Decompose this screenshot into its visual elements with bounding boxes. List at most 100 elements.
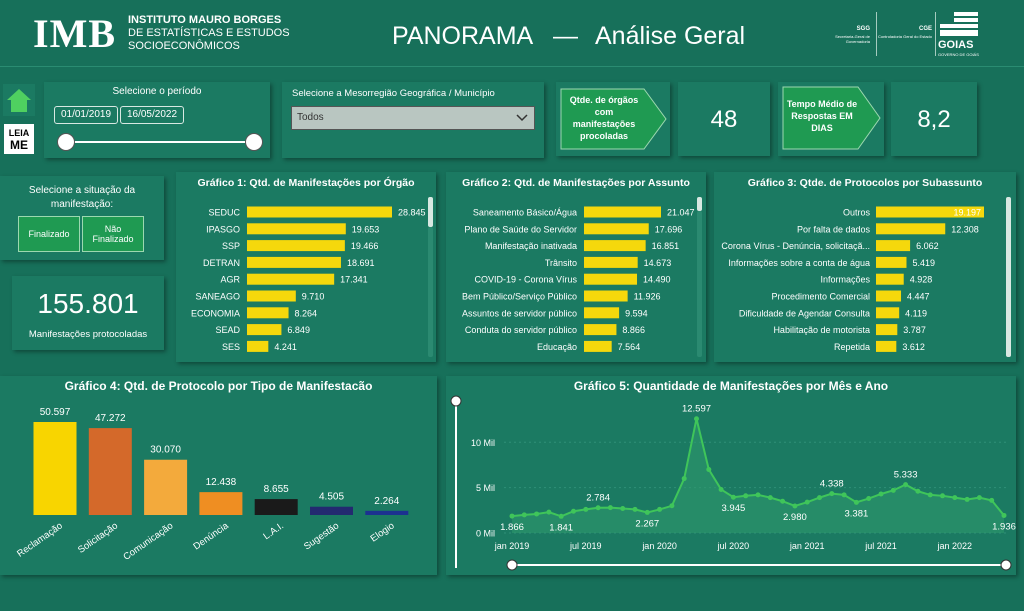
value-label: 3.381: [845, 508, 869, 519]
read-me-button[interactable]: LEIA ME: [4, 124, 34, 154]
value-label: 2.980: [783, 512, 807, 523]
bar: [310, 506, 353, 515]
value-label: 30.070: [150, 445, 181, 456]
status-button[interactable]: Finalizado: [18, 216, 80, 252]
point: [657, 506, 663, 512]
point: [964, 496, 970, 502]
point: [817, 495, 822, 501]
kpi-card: 48: [678, 82, 770, 156]
value-label: 8.866: [622, 325, 645, 335]
scrollbar[interactable]: [1006, 197, 1011, 357]
scrollbar-track: [697, 211, 702, 357]
value-label: 14.490: [643, 275, 671, 285]
value-label: 2.267: [635, 518, 659, 529]
value-label: 8.264: [295, 308, 318, 318]
category-label: Dificuldade de Agendar Consulta: [739, 308, 870, 318]
partner-abbr: GOIAS: [938, 39, 974, 51]
filter-label: Selecione a situação da manifestação:: [28, 185, 136, 210]
region-dropdown[interactable]: Todos: [291, 106, 535, 130]
category-label: Conduta do servidor público: [465, 325, 577, 335]
bar: [584, 273, 638, 285]
kpi-label: Tempo Médio de Respostas EM DIAS: [786, 99, 858, 133]
status-button[interactable]: Não Finalizado: [82, 216, 144, 252]
value-label: 17.341: [340, 275, 368, 285]
value-label: 47.272: [95, 413, 126, 424]
x-tick-label: jul 2020: [717, 541, 750, 551]
value-label: 6.062: [916, 241, 939, 251]
value-label: 19.653: [352, 224, 380, 234]
slider-handle[interactable]: [1000, 559, 1012, 571]
category-label: Repetida: [834, 342, 870, 352]
divider: [876, 12, 877, 56]
value-label: 1.841: [549, 522, 573, 533]
divider: [935, 12, 936, 56]
point: [743, 493, 749, 499]
home-button[interactable]: [3, 84, 35, 116]
slider-handle[interactable]: [450, 395, 462, 407]
point: [509, 513, 515, 519]
slider-handle[interactable]: [245, 133, 263, 151]
value-label: 12.308: [951, 224, 979, 234]
category-label: Manifestação inativada: [485, 241, 577, 251]
y-tick-label: 0 Mil: [476, 529, 495, 539]
value-label: 12.597: [682, 404, 711, 415]
value-label: 12.438: [206, 477, 237, 488]
slider-handle[interactable]: [506, 559, 518, 571]
point: [903, 482, 909, 488]
bar: [199, 492, 243, 515]
bar: [365, 510, 409, 515]
category-label: Solicitação: [76, 520, 120, 555]
value-label: 4.119: [905, 308, 927, 318]
value-label: 9.710: [302, 292, 325, 302]
value-label: 19.197: [953, 208, 981, 218]
value-label: 4.928: [910, 275, 933, 285]
point: [878, 491, 884, 497]
filter-label: Selecione a Mesorregião Geográfica / Mun…: [292, 88, 495, 99]
category-label: Habilitação de motorista: [773, 325, 870, 335]
bar: [876, 223, 946, 235]
category-label: COVID-19 - Corona Vírus: [474, 275, 577, 285]
point: [915, 488, 921, 494]
category-label: Comunicação: [121, 520, 175, 562]
scrollbar[interactable]: [428, 197, 433, 227]
date-input[interactable]: 01/01/2019: [54, 106, 118, 124]
point: [632, 506, 638, 512]
point: [669, 503, 675, 509]
kpi-label-card: Tempo Médio de Respostas EM DIAS: [778, 82, 884, 156]
chart-title: Gráfico 5: Quantidade de Manifestações p…: [574, 379, 888, 393]
bar: [584, 256, 638, 268]
x-tick-label: jan 2022: [937, 541, 973, 551]
scrollbar[interactable]: [697, 197, 702, 211]
bar: [876, 256, 907, 268]
total-card: 155.801 Manifestações protocoladas: [12, 276, 164, 350]
value-label: 1.866: [500, 522, 524, 533]
category-label: Corona Vírus - Denúncia, solicitaçã...: [721, 241, 870, 251]
home-icon: [7, 89, 31, 112]
chart-title: Gráfico 3: Qtde. de Protocolos por Subas…: [748, 177, 983, 189]
value-label: 3.612: [902, 342, 925, 352]
point: [780, 498, 786, 504]
arrow-shape: [782, 86, 881, 150]
slider-handle[interactable]: [57, 133, 75, 151]
value-label: 50.597: [40, 407, 71, 418]
date-input[interactable]: 16/05/2022: [120, 106, 184, 124]
institute-line: SOCIOECONÔMICOS: [128, 40, 240, 52]
institute-line: DE ESTATÍSTICAS E ESTUDOS: [128, 27, 290, 39]
status-filter: Selecione a situação da manifestação: Fi…: [0, 176, 164, 260]
value-label: 11.926: [634, 292, 661, 302]
bar: [254, 499, 298, 515]
category-label: Reclamação: [15, 520, 65, 559]
category-label: Informações: [820, 275, 870, 285]
filter-label: Selecione o período: [112, 86, 202, 97]
value-label: 7.564: [618, 342, 641, 352]
point: [890, 487, 896, 493]
title-separator: —: [553, 22, 578, 50]
kpi-value: 8,2: [917, 106, 951, 133]
point: [595, 505, 601, 511]
bar: [247, 223, 346, 235]
arrow-shape: [560, 88, 667, 150]
point: [829, 491, 835, 497]
read-me-text: LEIA: [8, 128, 30, 138]
value-label: 18.691: [347, 258, 375, 268]
category-label: Saneamento Básico/Água: [473, 208, 577, 218]
